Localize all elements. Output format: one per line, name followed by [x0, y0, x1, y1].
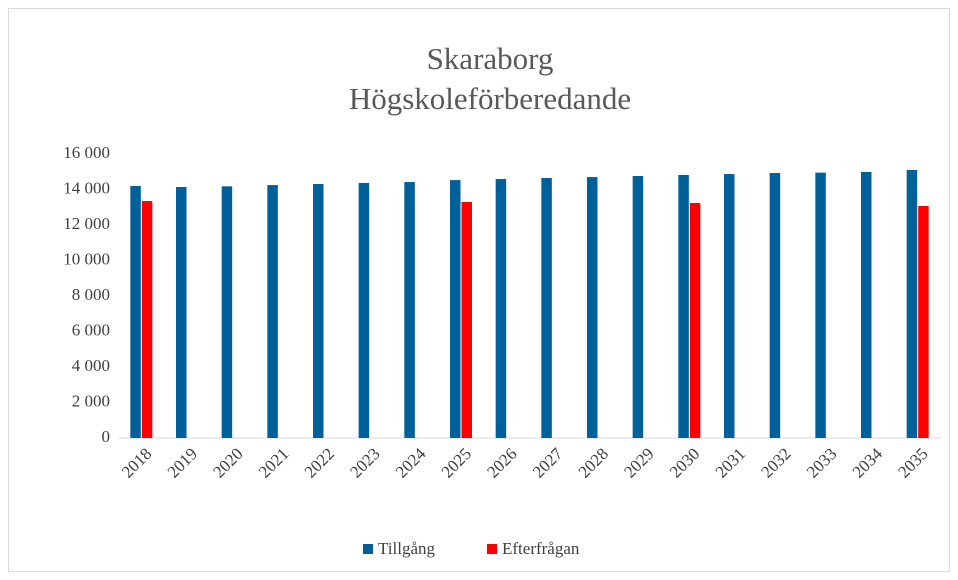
bar [450, 180, 461, 438]
bar [815, 172, 826, 438]
legend-label: Efterfrågan [502, 539, 580, 558]
bar [541, 177, 552, 438]
bar [461, 201, 472, 438]
bar [313, 183, 324, 438]
bar [632, 176, 644, 438]
y-tick-label: 0 [102, 427, 111, 446]
y-tick-label: 2 000 [72, 391, 110, 410]
legend-swatch [487, 544, 497, 554]
bar [495, 179, 507, 438]
bar [769, 172, 781, 438]
bar [141, 201, 153, 438]
bar [587, 177, 598, 438]
bar [861, 171, 872, 439]
bar [678, 174, 689, 438]
bar [906, 169, 918, 438]
bar [221, 186, 233, 438]
legend-swatch [363, 544, 373, 554]
chart-frame [8, 8, 950, 572]
y-tick-label: 14 000 [63, 178, 110, 197]
chart-subtitle: Högskoleförberedande [349, 81, 631, 116]
bar [176, 187, 187, 438]
bar [358, 182, 370, 438]
legend-label: Tillgång [378, 539, 436, 558]
y-tick-label: 10 000 [63, 249, 110, 268]
bar [918, 206, 929, 438]
bar [689, 202, 701, 438]
y-tick-label: 12 000 [63, 214, 110, 233]
y-tick-label: 6 000 [72, 320, 110, 339]
bar [404, 182, 415, 438]
y-tick-label: 8 000 [72, 285, 110, 304]
bar [724, 174, 735, 438]
bar [130, 185, 141, 438]
y-tick-label: 16 000 [63, 143, 110, 162]
chart-title: Skaraborg [427, 41, 554, 76]
bar [267, 185, 278, 438]
y-tick-label: 4 000 [72, 356, 110, 375]
